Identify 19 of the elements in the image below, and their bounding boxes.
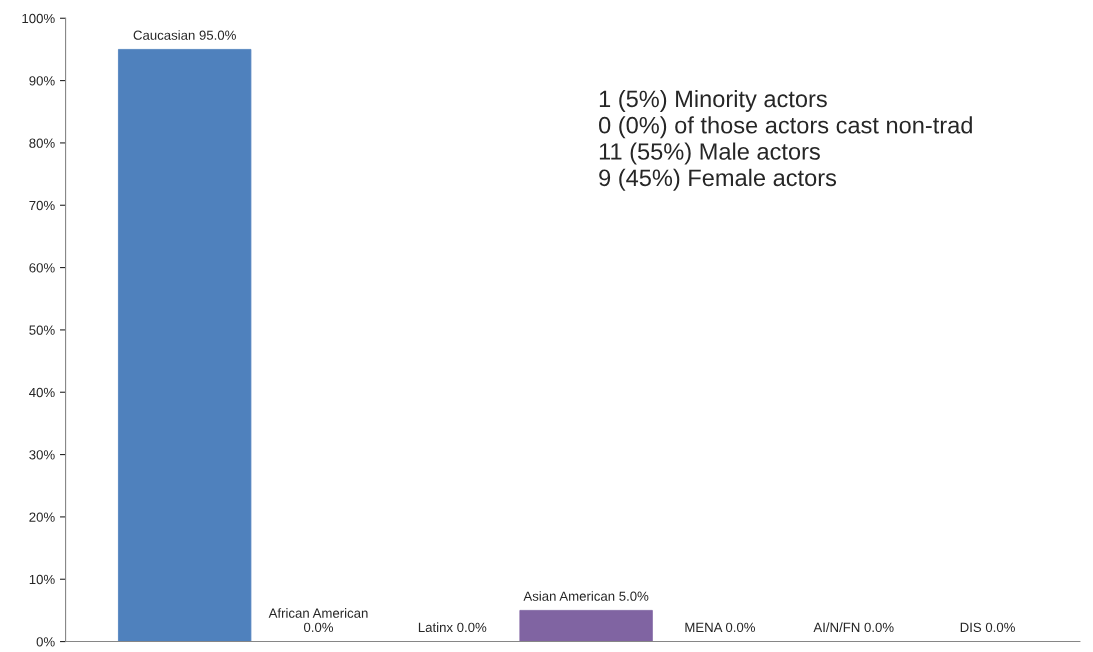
- data-label: Caucasian 95.0%: [133, 30, 236, 40]
- y-tick-label: 10%: [29, 574, 55, 585]
- data-label: Latinx 0.0%: [418, 622, 487, 633]
- annotation: 1 (5%) Minority actors 0 (0%) of those actors cast non-trad 11 (55%) Male actors 9 (45%) Female actors: [599, 89, 972, 191]
- data-label: Asian American 5.0%: [523, 591, 649, 601]
- y-tick-label: 20%: [29, 512, 55, 522]
- y-tick-label: 100%: [22, 13, 55, 24]
- data-label: DIS 0.0%: [960, 622, 1015, 633]
- y-tick-label: 80%: [29, 138, 55, 148]
- y-tick-label: 0%: [36, 637, 55, 647]
- y-tick-label: 70%: [29, 200, 55, 211]
- y-tick-label: 50%: [29, 325, 55, 335]
- y-tick-label: 30%: [29, 450, 55, 460]
- y-tick-label: 40%: [29, 387, 55, 398]
- data-label: AI/N/FN 0.0%: [813, 622, 894, 633]
- data-label: MENA 0.0%: [685, 622, 756, 633]
- data-label: African American 0.0%: [268, 608, 368, 633]
- y-tick-label: 60%: [29, 263, 55, 273]
- y-tick-label: 90%: [29, 76, 55, 86]
